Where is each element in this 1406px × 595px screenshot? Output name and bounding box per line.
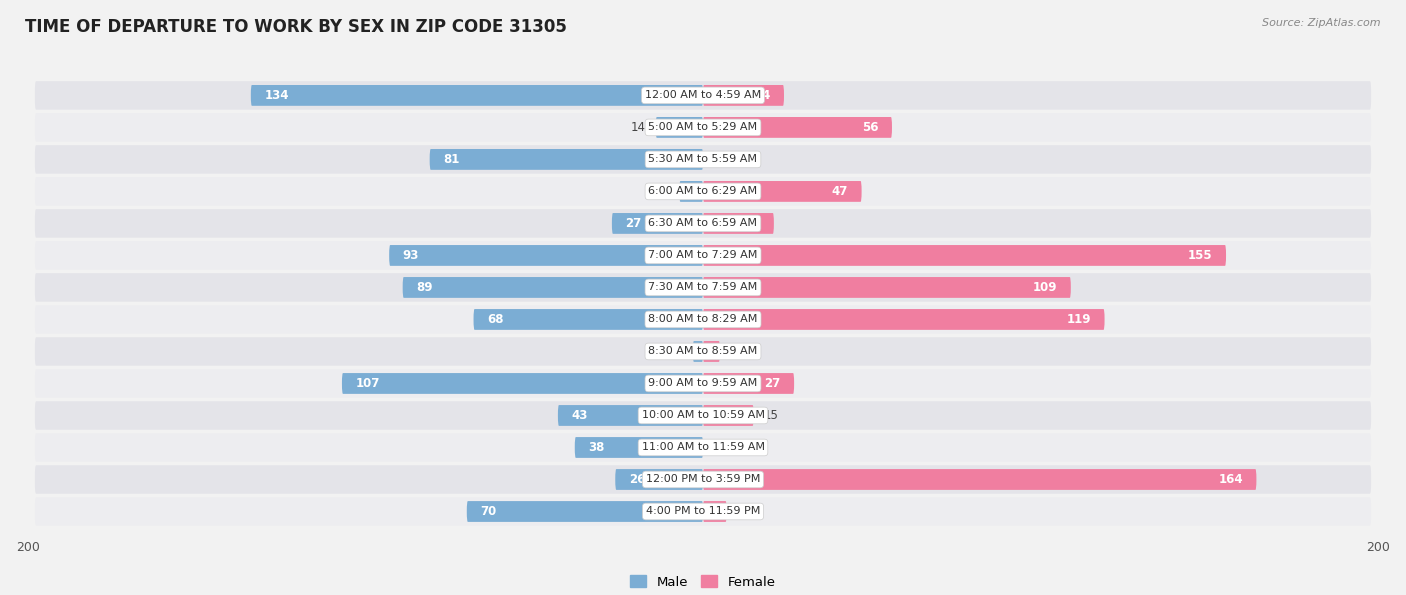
Text: 134: 134	[264, 89, 288, 102]
Text: 8:00 AM to 8:29 AM: 8:00 AM to 8:29 AM	[648, 314, 758, 324]
FancyBboxPatch shape	[35, 145, 1371, 174]
FancyBboxPatch shape	[35, 337, 1371, 366]
Text: 68: 68	[486, 313, 503, 326]
FancyBboxPatch shape	[35, 465, 1371, 494]
FancyBboxPatch shape	[35, 113, 1371, 142]
FancyBboxPatch shape	[703, 501, 727, 522]
FancyBboxPatch shape	[474, 309, 703, 330]
Text: 11:00 AM to 11:59 AM: 11:00 AM to 11:59 AM	[641, 443, 765, 452]
Text: 6:00 AM to 6:29 AM: 6:00 AM to 6:29 AM	[648, 186, 758, 196]
FancyBboxPatch shape	[35, 433, 1371, 462]
Text: 5: 5	[730, 345, 737, 358]
Text: 109: 109	[1033, 281, 1057, 294]
FancyBboxPatch shape	[703, 373, 794, 394]
Text: 6:30 AM to 6:59 AM: 6:30 AM to 6:59 AM	[648, 218, 758, 228]
Text: 43: 43	[571, 409, 588, 422]
Text: 7:00 AM to 7:29 AM: 7:00 AM to 7:29 AM	[648, 250, 758, 261]
Text: 7:30 AM to 7:59 AM: 7:30 AM to 7:59 AM	[648, 283, 758, 293]
FancyBboxPatch shape	[616, 469, 703, 490]
FancyBboxPatch shape	[679, 181, 703, 202]
FancyBboxPatch shape	[35, 401, 1371, 430]
FancyBboxPatch shape	[693, 341, 703, 362]
Text: 14: 14	[631, 121, 645, 134]
FancyBboxPatch shape	[402, 277, 703, 298]
Text: 21: 21	[744, 217, 761, 230]
FancyBboxPatch shape	[467, 501, 703, 522]
Text: 5:00 AM to 5:29 AM: 5:00 AM to 5:29 AM	[648, 123, 758, 133]
Text: 4:00 PM to 11:59 PM: 4:00 PM to 11:59 PM	[645, 506, 761, 516]
FancyBboxPatch shape	[703, 117, 891, 138]
Text: 8:30 AM to 8:59 AM: 8:30 AM to 8:59 AM	[648, 346, 758, 356]
FancyBboxPatch shape	[703, 213, 773, 234]
Text: 12:00 PM to 3:59 PM: 12:00 PM to 3:59 PM	[645, 474, 761, 484]
Text: 26: 26	[628, 473, 645, 486]
Text: 47: 47	[832, 185, 848, 198]
FancyBboxPatch shape	[703, 245, 1226, 266]
FancyBboxPatch shape	[430, 149, 703, 170]
Text: 164: 164	[1218, 473, 1243, 486]
FancyBboxPatch shape	[703, 309, 1105, 330]
FancyBboxPatch shape	[558, 405, 703, 426]
Text: 9:00 AM to 9:59 AM: 9:00 AM to 9:59 AM	[648, 378, 758, 389]
Text: 155: 155	[1188, 249, 1212, 262]
FancyBboxPatch shape	[35, 273, 1371, 302]
Text: 81: 81	[443, 153, 460, 166]
Text: 27: 27	[626, 217, 641, 230]
FancyBboxPatch shape	[703, 469, 1257, 490]
FancyBboxPatch shape	[35, 497, 1371, 526]
FancyBboxPatch shape	[35, 305, 1371, 334]
FancyBboxPatch shape	[703, 85, 785, 106]
Text: 70: 70	[481, 505, 496, 518]
FancyBboxPatch shape	[703, 181, 862, 202]
Text: TIME OF DEPARTURE TO WORK BY SEX IN ZIP CODE 31305: TIME OF DEPARTURE TO WORK BY SEX IN ZIP …	[25, 18, 567, 36]
FancyBboxPatch shape	[612, 213, 703, 234]
FancyBboxPatch shape	[703, 341, 720, 362]
Text: 0: 0	[713, 441, 720, 454]
FancyBboxPatch shape	[35, 177, 1371, 206]
Legend: Male, Female: Male, Female	[626, 570, 780, 594]
Text: 93: 93	[402, 249, 419, 262]
Text: 3: 3	[675, 345, 683, 358]
Text: Source: ZipAtlas.com: Source: ZipAtlas.com	[1263, 18, 1381, 28]
Text: 119: 119	[1067, 313, 1091, 326]
Text: 10:00 AM to 10:59 AM: 10:00 AM to 10:59 AM	[641, 411, 765, 421]
Text: 27: 27	[765, 377, 780, 390]
Text: 7: 7	[737, 505, 744, 518]
Text: 7: 7	[662, 185, 669, 198]
FancyBboxPatch shape	[703, 277, 1071, 298]
FancyBboxPatch shape	[575, 437, 703, 458]
Text: 5:30 AM to 5:59 AM: 5:30 AM to 5:59 AM	[648, 155, 758, 164]
FancyBboxPatch shape	[655, 117, 703, 138]
FancyBboxPatch shape	[35, 81, 1371, 109]
Text: 15: 15	[763, 409, 779, 422]
Text: 38: 38	[588, 441, 605, 454]
FancyBboxPatch shape	[342, 373, 703, 394]
Text: 107: 107	[356, 377, 380, 390]
Text: 89: 89	[416, 281, 433, 294]
FancyBboxPatch shape	[35, 241, 1371, 270]
FancyBboxPatch shape	[35, 369, 1371, 397]
FancyBboxPatch shape	[703, 405, 754, 426]
FancyBboxPatch shape	[35, 209, 1371, 237]
Text: 24: 24	[754, 89, 770, 102]
FancyBboxPatch shape	[250, 85, 703, 106]
FancyBboxPatch shape	[389, 245, 703, 266]
Text: 12:00 AM to 4:59 AM: 12:00 AM to 4:59 AM	[645, 90, 761, 101]
Text: 0: 0	[713, 153, 720, 166]
Text: 56: 56	[862, 121, 879, 134]
